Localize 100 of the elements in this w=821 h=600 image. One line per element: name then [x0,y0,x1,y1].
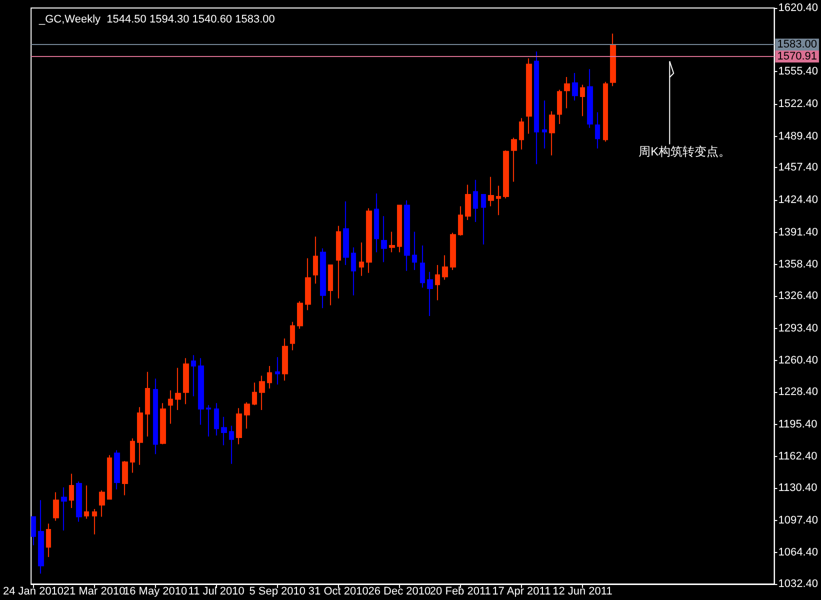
candlestick [549,110,555,156]
candlestick [84,484,89,520]
candlestick [76,481,82,522]
x-tick-label: 21 Mar 2010 [63,586,126,598]
candlestick [221,416,227,446]
annotation: 周K构筑转变点。 [638,144,731,158]
candlestick [320,248,326,309]
candlestick [275,356,280,386]
candlestick [465,184,471,220]
y-tick-label: 1522.40 [778,98,818,110]
candlestick [191,354,196,397]
candlestick [168,390,173,424]
candlestick [198,358,204,426]
candlestick [564,76,570,109]
y-tick-label: 1555.40 [778,66,818,78]
candlestick [351,246,356,296]
candlestick [137,406,143,466]
candlestick [572,72,578,101]
candlestick [427,271,433,316]
candlestick [214,402,219,436]
x-tick-label: 12 Jun 2011 [552,586,612,598]
ref-line-label: 1570.91 [777,50,818,62]
candlestick [130,438,135,474]
ref-line-label: 1583.00 [777,38,818,51]
candlestick [526,58,532,134]
candlestick [557,89,562,124]
x-tick-label: 26 Dec 2010 [368,586,431,598]
candlestick [236,408,242,445]
y-tick-label: 1326.40 [778,290,818,302]
y-tick-label: 1032.40 [778,578,818,590]
y-tick-label: 1162.40 [778,450,818,463]
candlestick [542,100,547,149]
candlestick [229,425,234,464]
candlestick [595,112,600,149]
candlestick [404,200,410,272]
candlestick [534,50,539,165]
candlestick [92,508,97,535]
candlestick [435,264,440,301]
y-tick-label: 1195.40 [778,418,818,430]
candlestick [366,208,372,274]
text: _GC,Weekly 1544.50 1594.30 1540.60 1583.00 [38,14,275,26]
candlestick [610,33,616,87]
candlestick [336,225,341,299]
candlestick [153,378,158,455]
candlestick [114,450,120,490]
candlestick [46,523,51,558]
candlestick [175,367,181,411]
x-tick-label: 24 Jan 2010 [2,586,64,598]
x-tick-label: 31 Oct 2010 [308,586,368,598]
x-tick-label: 11 Jul 2010 [188,586,244,598]
candlestick [31,516,36,546]
candlestick [53,492,59,522]
candlestick [473,179,478,222]
y-tick-label: 1391.40 [778,226,818,238]
y-tick-label: 1260.40 [778,354,818,367]
y-tick-label: 1620.40 [778,2,818,14]
x-tick-label: 17 Apr 2011 [492,586,551,598]
candlestick [412,231,417,270]
candlestick [519,118,524,150]
candlestick [603,81,608,142]
x-tick-label: 16 May 2010 [124,586,188,598]
candlestick [450,232,456,270]
candlestick [442,254,448,280]
candlestick [244,402,250,430]
candlestick [359,242,364,276]
candlestick [511,137,517,182]
candlestick [488,176,494,207]
candlestick [99,490,105,518]
candlestick [69,473,74,508]
candlestick [389,231,395,253]
candlestick [481,194,486,245]
candlestick [580,84,585,117]
y-tick-label: 1358.40 [778,258,818,271]
candlestick [183,358,189,405]
y-tick-label: 1130.40 [778,482,818,494]
x-tick-label: 20 Feb 2011 [430,586,491,598]
candlestick [61,486,67,532]
y-tick-label: 1424.40 [778,194,818,206]
candlestick [282,338,288,382]
candlestick [328,264,333,306]
candlestick [305,258,311,311]
candlestick [313,236,318,284]
y-tick-label: 1293.40 [778,322,818,334]
candlestick [38,500,44,574]
candlestick [160,402,166,445]
y-tick-label: 1457.40 [778,162,818,174]
candlestick [297,300,303,330]
y-tick-label: 1097.40 [778,514,818,526]
y-tick-label: 1228.40 [778,386,818,398]
y-tick-label: 1489.40 [778,130,818,142]
candlestick [420,244,425,288]
candlestick [267,365,272,389]
candlestick [503,150,509,199]
candlestick [374,193,379,253]
candlestick [252,382,257,406]
candlestick [107,454,112,500]
candlestick [381,216,387,263]
candlestick [587,68,593,128]
candlestick [259,375,265,411]
candlestick [206,404,211,437]
